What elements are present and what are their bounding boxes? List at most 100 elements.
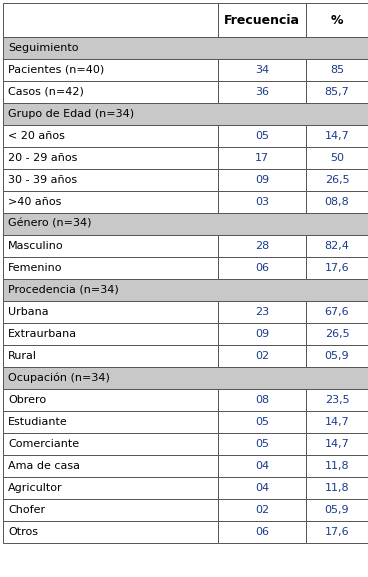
Text: 05,9: 05,9 [325, 505, 349, 515]
Bar [3, 279, 368, 301]
Text: 20 - 29 años: 20 - 29 años [8, 153, 77, 163]
Text: 06: 06 [255, 527, 269, 537]
Text: %: % [331, 13, 343, 27]
Text: 85: 85 [330, 65, 344, 75]
Bar [3, 191, 218, 213]
Text: 23: 23 [255, 307, 269, 317]
Text: 14,7: 14,7 [325, 439, 349, 449]
Bar [218, 191, 306, 213]
Text: 02: 02 [255, 505, 269, 515]
Text: 67,6: 67,6 [325, 307, 349, 317]
Bar [306, 521, 368, 543]
Text: 34: 34 [255, 65, 269, 75]
Bar [306, 323, 368, 345]
Bar [3, 103, 368, 125]
Bar [306, 257, 368, 279]
Text: Masculino: Masculino [8, 241, 64, 251]
Text: 26,5: 26,5 [325, 329, 349, 339]
Bar [3, 37, 368, 59]
Text: Pacientes (n=40): Pacientes (n=40) [8, 65, 104, 75]
Bar [306, 191, 368, 213]
Bar [218, 455, 306, 477]
Bar [218, 433, 306, 455]
Text: Chofer: Chofer [8, 505, 45, 515]
Bar [306, 389, 368, 411]
Bar [3, 125, 218, 147]
Text: 05,9: 05,9 [325, 351, 349, 361]
Bar [3, 477, 218, 499]
Text: 17,6: 17,6 [325, 527, 349, 537]
Text: Frecuencia: Frecuencia [224, 13, 300, 27]
Text: Femenino: Femenino [8, 263, 63, 273]
Bar [306, 411, 368, 433]
Bar [218, 499, 306, 521]
Bar [3, 3, 218, 37]
Text: 11,8: 11,8 [325, 483, 349, 493]
Text: 03: 03 [255, 197, 269, 207]
Bar [218, 125, 306, 147]
Bar [306, 147, 368, 169]
Bar [306, 169, 368, 191]
Text: 05: 05 [255, 131, 269, 141]
Text: 08: 08 [255, 395, 269, 405]
Bar [3, 147, 218, 169]
Bar [218, 257, 306, 279]
Bar [3, 367, 368, 389]
Text: 02: 02 [255, 351, 269, 361]
Text: 11,8: 11,8 [325, 461, 349, 471]
Bar [218, 411, 306, 433]
Bar [3, 499, 218, 521]
Bar [306, 345, 368, 367]
Bar [3, 213, 368, 235]
Bar [3, 59, 218, 81]
Text: Comerciante: Comerciante [8, 439, 79, 449]
Bar [3, 433, 218, 455]
Bar [218, 323, 306, 345]
Bar [3, 389, 218, 411]
Text: Otros: Otros [8, 527, 38, 537]
Text: 09: 09 [255, 329, 269, 339]
Text: Género (n=34): Género (n=34) [8, 219, 92, 229]
Text: 06: 06 [255, 263, 269, 273]
Bar [3, 521, 218, 543]
Bar [3, 323, 218, 345]
Bar [306, 499, 368, 521]
Text: Procedencia (n=34): Procedencia (n=34) [8, 285, 119, 295]
Text: Grupo de Edad (n=34): Grupo de Edad (n=34) [8, 109, 134, 119]
Text: 50: 50 [330, 153, 344, 163]
Bar [3, 81, 218, 103]
Text: Ama de casa: Ama de casa [8, 461, 80, 471]
Bar [306, 3, 368, 37]
Bar [306, 59, 368, 81]
Text: Ocupación (n=34): Ocupación (n=34) [8, 373, 110, 383]
Bar [218, 59, 306, 81]
Bar [218, 81, 306, 103]
Bar [306, 235, 368, 257]
Text: 85,7: 85,7 [325, 87, 349, 97]
Text: 05: 05 [255, 417, 269, 427]
Bar [218, 521, 306, 543]
Bar [306, 455, 368, 477]
Text: < 20 años: < 20 años [8, 131, 65, 141]
Bar [3, 169, 218, 191]
Text: 17: 17 [255, 153, 269, 163]
Text: 14,7: 14,7 [325, 417, 349, 427]
Text: 30 - 39 años: 30 - 39 años [8, 175, 77, 185]
Bar [218, 169, 306, 191]
Bar [218, 235, 306, 257]
Bar [3, 257, 218, 279]
Text: Casos (n=42): Casos (n=42) [8, 87, 84, 97]
Text: 28: 28 [255, 241, 269, 251]
Bar [218, 345, 306, 367]
Bar [218, 301, 306, 323]
Text: Obrero: Obrero [8, 395, 46, 405]
Text: 26,5: 26,5 [325, 175, 349, 185]
Text: 04: 04 [255, 461, 269, 471]
Bar [218, 147, 306, 169]
Text: Extraurbana: Extraurbana [8, 329, 77, 339]
Bar [218, 389, 306, 411]
Text: Agricultor: Agricultor [8, 483, 63, 493]
Bar [3, 411, 218, 433]
Text: Urbana: Urbana [8, 307, 49, 317]
Text: 08,8: 08,8 [325, 197, 349, 207]
